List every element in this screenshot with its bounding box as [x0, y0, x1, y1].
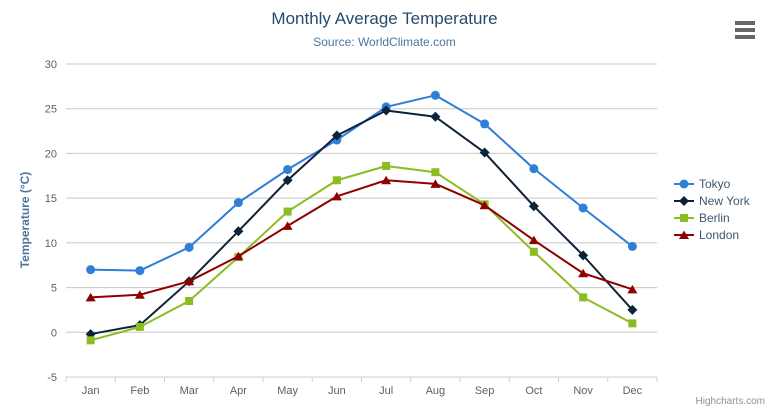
y-axis-tick-label: 25 [45, 104, 57, 116]
series-marker-berlin[interactable] [185, 296, 194, 305]
series-line-berlin[interactable] [89, 164, 634, 342]
series-marker-new-york[interactable] [627, 304, 638, 315]
series-marker-london[interactable] [430, 179, 441, 188]
series-marker-london[interactable] [184, 276, 195, 286]
legend-symbol[interactable] [679, 179, 689, 189]
legend-label-new-york: New York [699, 194, 750, 208]
legend-marker-triangle-icon [674, 230, 694, 240]
series-marker-berlin[interactable] [628, 319, 637, 328]
series-marker-tokyo[interactable] [283, 165, 293, 175]
chart-subtitle: Source: WorldClimate.com [313, 35, 456, 49]
y-axis-tick-label: 10 [45, 238, 57, 250]
legend-item-london[interactable]: London [674, 229, 750, 241]
context-menu-button[interactable] [732, 18, 758, 42]
series-marker-tokyo[interactable] [135, 266, 145, 276]
legend-symbol[interactable] [679, 196, 689, 206]
series-marker-berlin[interactable] [529, 247, 538, 256]
x-axis-label-sep: Sep [475, 385, 495, 397]
x-axis-label-mar: Mar [180, 385, 199, 397]
series-marker-berlin[interactable] [135, 322, 144, 331]
legend-item-tokyo[interactable]: Tokyo [674, 178, 750, 190]
series-marker-tokyo[interactable] [627, 241, 637, 251]
legend-marker-square-icon [674, 214, 694, 222]
credits-link[interactable]: Highcharts.com [695, 396, 765, 407]
x-axis-label-apr: Apr [230, 385, 247, 397]
series-marker-tokyo[interactable] [578, 203, 588, 213]
legend: Tokyo New York Berlin London [674, 178, 750, 241]
legend-item-new-york[interactable]: New York [674, 195, 750, 207]
y-axis-tick-label: 30 [45, 59, 57, 71]
legend-item-berlin[interactable]: Berlin [674, 212, 750, 224]
series-line-new-york[interactable] [89, 109, 634, 336]
x-axis-label-nov: Nov [573, 385, 593, 397]
y-axis-tick-label: -5 [47, 372, 57, 384]
y-axis-tick-label: 5 [51, 283, 57, 295]
series-marker-tokyo[interactable] [529, 164, 539, 174]
series-marker-new-york[interactable] [528, 201, 539, 212]
series-marker-berlin[interactable] [382, 161, 391, 170]
legend-marker-circle-icon [674, 179, 694, 189]
series-marker-tokyo[interactable] [430, 90, 440, 100]
legend-label-london: London [699, 228, 740, 242]
x-axis-label-aug: Aug [426, 385, 446, 397]
series-marker-new-york[interactable] [381, 105, 392, 116]
series-marker-berlin[interactable] [332, 176, 341, 185]
series-marker-tokyo[interactable] [233, 198, 243, 208]
series-marker-berlin[interactable] [431, 168, 440, 177]
x-axis-label-dec: Dec [623, 385, 643, 397]
series-marker-london[interactable] [381, 175, 392, 185]
series-marker-new-york[interactable] [578, 250, 589, 261]
x-axis-label-jul: Jul [379, 385, 393, 397]
chart-title: Monthly Average Temperature [271, 9, 498, 28]
x-axis-label-feb: Feb [130, 385, 149, 397]
y-axis-tick-label: 0 [51, 327, 57, 339]
x-axis-label-jan: Jan [82, 385, 100, 397]
series-marker-london[interactable] [233, 251, 244, 261]
series-marker-london[interactable] [627, 284, 638, 294]
series-marker-london[interactable] [134, 290, 145, 299]
legend-marker-diamond-icon [674, 196, 694, 206]
series-marker-london[interactable] [331, 191, 342, 201]
y-axis-tick-label: 15 [45, 193, 57, 205]
series-line-tokyo[interactable] [89, 94, 634, 272]
series-line-london[interactable] [89, 179, 634, 299]
series-marker-london[interactable] [85, 292, 96, 302]
series-marker-new-york[interactable] [331, 130, 342, 141]
series-marker-london[interactable] [578, 268, 589, 278]
legend-label-tokyo: Tokyo [699, 177, 731, 191]
series-marker-berlin[interactable] [579, 293, 588, 302]
x-axis-label-jun: Jun [328, 385, 346, 397]
series-marker-london[interactable] [479, 200, 490, 210]
legend-label-berlin: Berlin [699, 211, 730, 225]
series-marker-new-york[interactable] [479, 147, 490, 158]
series-marker-new-york[interactable] [430, 111, 441, 122]
legend-symbol[interactable] [680, 214, 688, 222]
x-axis-label-may: May [277, 385, 298, 397]
y-axis-tick-label: 20 [45, 148, 57, 160]
series-marker-new-york[interactable] [282, 175, 293, 186]
series-marker-london[interactable] [282, 221, 293, 230]
series-marker-tokyo[interactable] [480, 119, 490, 129]
series-marker-berlin[interactable] [86, 336, 95, 345]
legend-symbol[interactable] [679, 230, 689, 240]
series-marker-berlin[interactable] [283, 207, 292, 216]
series-marker-new-york[interactable] [233, 226, 244, 237]
x-axis-label-oct: Oct [525, 385, 542, 397]
hamburger-icon [735, 21, 755, 39]
series-marker-tokyo[interactable] [86, 265, 96, 275]
series-marker-london[interactable] [528, 235, 539, 245]
series-marker-tokyo[interactable] [184, 242, 194, 252]
